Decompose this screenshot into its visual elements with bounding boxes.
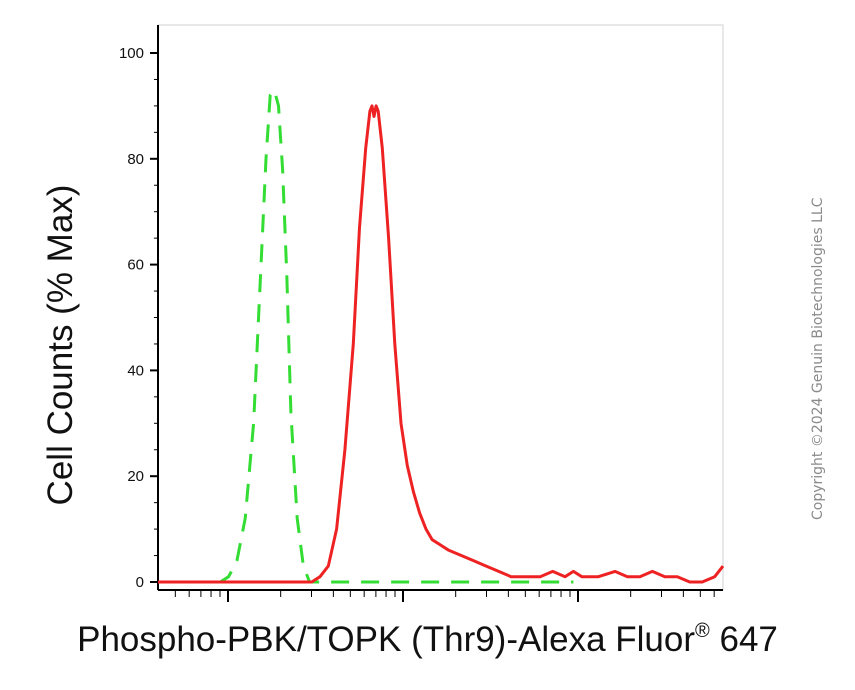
y-axis-label: Cell Counts (% Max) — [41, 185, 80, 506]
y-tick-label: 100 — [119, 45, 144, 62]
y-ticks: 0 20 40 60 80 100 — [119, 45, 158, 591]
series-control-dashed-line — [158, 88, 574, 584]
x-axis-label-registered: ® — [695, 620, 710, 642]
x-axis-label-tail: 647 — [709, 620, 778, 659]
histogram-chart: 0 20 40 60 80 100 Cell Counts (% Max) — [41, 24, 725, 602]
y-tick-label: 60 — [127, 257, 144, 274]
x-axis-label: Phospho-PBK/TOPK (Thr9)-Alexa Fluor® 647 — [0, 620, 855, 660]
series-group — [158, 88, 725, 584]
series-sample-solid-line — [158, 104, 725, 584]
plot-frame — [157, 24, 724, 591]
copyright-watermark: Copyright ©2024 Genuin Biotechnologies L… — [810, 197, 826, 521]
x-axis-label-main: Phospho-PBK/TOPK (Thr9)-Alexa Fluor — [77, 620, 696, 659]
y-tick-label: 80 — [127, 151, 144, 168]
y-tick-label: 0 — [136, 574, 144, 591]
x-ticks — [174, 590, 715, 602]
y-tick-label: 40 — [127, 362, 144, 379]
y-tick-label: 20 — [127, 468, 144, 485]
